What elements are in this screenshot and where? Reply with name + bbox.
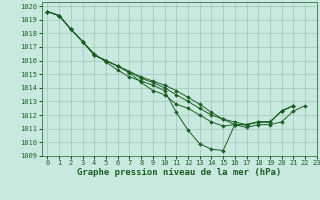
X-axis label: Graphe pression niveau de la mer (hPa): Graphe pression niveau de la mer (hPa) xyxy=(77,168,281,177)
